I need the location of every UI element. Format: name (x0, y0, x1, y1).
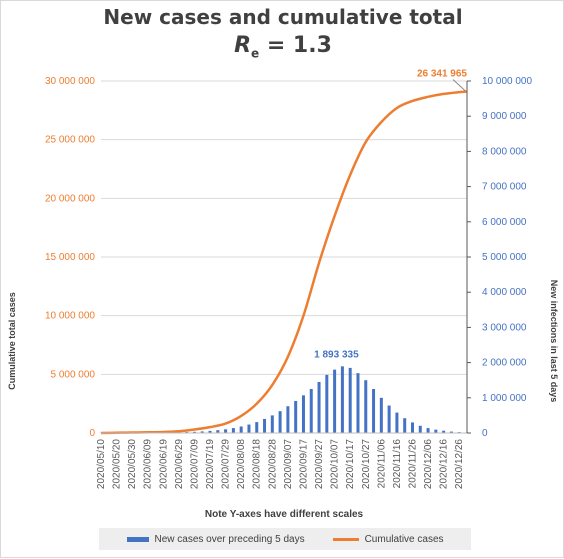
bar (388, 406, 391, 433)
bar (255, 422, 258, 433)
x-tick-label: 2020/12/26 (454, 439, 465, 489)
bar (341, 366, 344, 433)
line-series (101, 92, 467, 433)
y-right-tick-label: 1 000 000 (482, 393, 527, 404)
x-tick-label: 2020/12/06 (423, 439, 434, 489)
bar (419, 426, 422, 433)
x-tick-label: 2020/10/17 (345, 439, 356, 489)
x-tick-label: 2020/09/27 (314, 439, 325, 489)
legend: New cases over preceding 5 days Cumulati… (99, 528, 471, 550)
y-right-tick-label: 3 000 000 (482, 322, 527, 333)
data-label-final: 26 341 965 (417, 69, 467, 80)
bar (427, 428, 430, 433)
bar (395, 413, 398, 433)
legend-label-new-cases: New cases over preceding 5 days (155, 534, 305, 545)
x-tick-label: 2020/08/08 (236, 439, 247, 489)
bar (325, 375, 328, 433)
x-tick-label: 2020/11/06 (376, 439, 387, 489)
x-tick-label: 2020/05/30 (127, 439, 138, 489)
x-tick-label: 2020/07/09 (189, 439, 200, 489)
data-label-peak: 1 893 335 (314, 349, 359, 360)
y-left-tick-label: 10 000 000 (45, 311, 95, 322)
y-left-tick-label: 0 (89, 428, 95, 439)
bar (349, 368, 352, 433)
bar (247, 425, 250, 433)
x-tick-label: 2020/06/09 (143, 439, 154, 489)
x-tick-label: 2020/10/27 (361, 439, 372, 489)
legend-bar-swatch (127, 537, 149, 542)
x-tick-label: 2020/08/18 (252, 439, 263, 489)
x-tick-label: 2020/09/07 (283, 439, 294, 489)
bar-series (100, 366, 469, 433)
bar (224, 429, 227, 433)
x-tick-label: 2020/12/16 (439, 439, 450, 489)
legend-item-new-cases: New cases over preceding 5 days (127, 534, 305, 545)
x-tick-label: 2020/05/20 (112, 439, 123, 489)
x-tick-label: 2020/07/19 (205, 439, 216, 489)
bar (380, 398, 383, 433)
y-right-tick-label: 6 000 000 (482, 217, 527, 228)
x-tick-label: 2020/06/29 (174, 439, 185, 489)
bar (403, 418, 406, 433)
bar (318, 382, 321, 433)
x-tick-label: 2020/11/16 (392, 439, 403, 489)
x-tick-label: 2020/09/17 (298, 439, 309, 489)
bar (372, 389, 375, 433)
y-right-tick-label: 10 000 000 (482, 76, 532, 87)
legend-line-swatch (333, 538, 359, 541)
bar (286, 406, 289, 433)
bar (356, 373, 359, 433)
y-axis-left-label: Cumulative total cases (7, 292, 17, 390)
y-right-tick-label: 9 000 000 (482, 111, 527, 122)
y-right-tick-label: 0 (482, 428, 488, 439)
bar (240, 426, 243, 433)
x-tick-label: 2020/07/29 (221, 439, 232, 489)
y-right-tick-label: 7 000 000 (482, 182, 527, 193)
y-left-tick-label: 30 000 000 (45, 76, 95, 87)
y-left-tick-label: 5 000 000 (51, 369, 96, 380)
y-left-tick-label: 15 000 000 (45, 252, 95, 263)
bar (310, 389, 313, 433)
cumulative-line (101, 92, 467, 433)
y-left-tick-label: 20 000 000 (45, 193, 95, 204)
y-left-tick-label: 25 000 000 (45, 135, 95, 146)
bar (302, 395, 305, 433)
legend-item-cumulative: Cumulative cases (333, 534, 444, 545)
x-tick-label: 2020/05/10 (96, 439, 107, 489)
x-tick-label: 2020/06/19 (158, 439, 169, 489)
y-right-tick-label: 5 000 000 (482, 252, 527, 263)
bar (271, 415, 274, 433)
x-tick-label: 2020/11/26 (407, 439, 418, 489)
y-right-tick-label: 2 000 000 (482, 358, 527, 369)
y-right-tick-label: 8 000 000 (482, 146, 527, 157)
bar (333, 370, 336, 433)
gridlines (101, 81, 467, 374)
bar (263, 419, 266, 433)
bar (294, 401, 297, 433)
x-tick-label: 2020/10/07 (330, 439, 341, 489)
x-axis-label: Note Y-axes have different scales (205, 509, 364, 520)
y-axis-right-label: New infections in last 5 days (549, 280, 559, 403)
y-right-tick-label: 4 000 000 (482, 287, 527, 298)
x-tick-label: 2020/08/28 (267, 439, 278, 489)
bar (411, 422, 414, 433)
bar (232, 428, 235, 433)
bar (279, 411, 282, 433)
legend-label-cumulative: Cumulative cases (365, 534, 444, 545)
bar (364, 380, 367, 433)
bar (434, 430, 437, 433)
